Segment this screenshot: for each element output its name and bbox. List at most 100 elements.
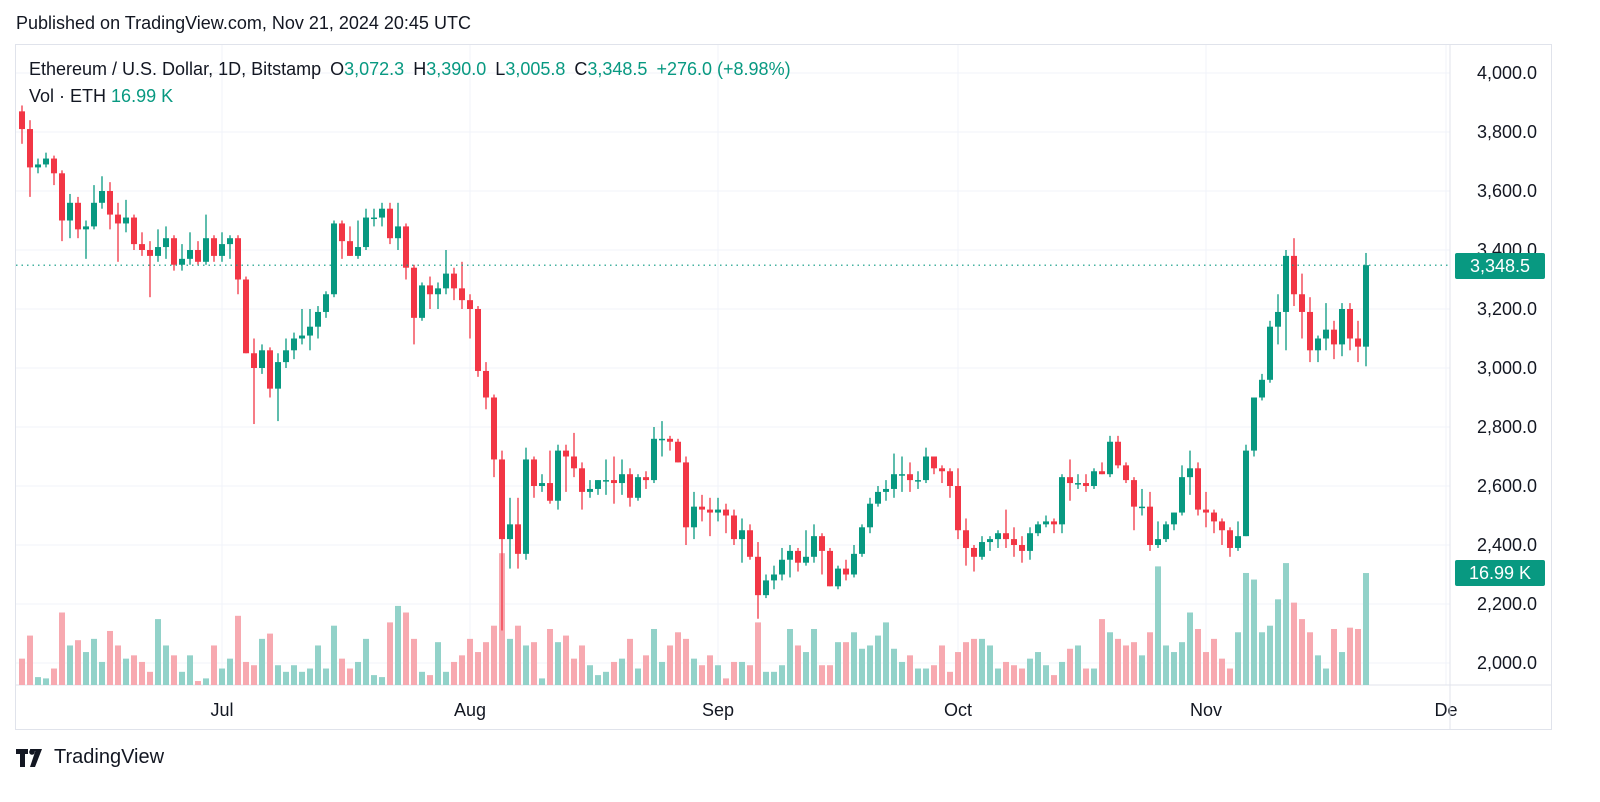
volume-bar [59, 612, 65, 685]
volume-bar [323, 668, 329, 685]
volume-bar [571, 658, 577, 685]
volume-bar [899, 661, 905, 685]
low-label: L [495, 59, 506, 79]
tradingview-logo[interactable]: TradingView [16, 746, 164, 769]
candle-body [203, 238, 209, 262]
candle-body [1067, 477, 1073, 484]
volume-bar [843, 642, 849, 685]
volume-bar [1187, 612, 1193, 685]
volume-bar [275, 665, 281, 685]
volume-bar [891, 648, 897, 685]
candle-body [1363, 265, 1369, 347]
volume-bar [1091, 668, 1097, 685]
volume-bar [123, 658, 129, 685]
symbol-title[interactable]: Ethereum / U.S. Dollar, 1D, Bitstamp [29, 59, 322, 79]
candle-body [571, 456, 577, 469]
volume-bar [851, 632, 857, 685]
volume-bar [531, 642, 537, 685]
volume-bar [299, 671, 305, 685]
volume-bar [1195, 628, 1201, 685]
candle-body [1083, 483, 1089, 486]
candle-body [299, 335, 305, 339]
volume-value: 16.99 K [111, 86, 174, 106]
candle-body [1139, 506, 1145, 509]
volume-bar [1275, 599, 1281, 685]
volume-bar [395, 605, 401, 685]
price-axis-label: 4,000.0 [1477, 63, 1537, 83]
candle-body [171, 238, 177, 265]
candle-body [947, 471, 953, 486]
candle-body [259, 350, 265, 368]
volume-bar [579, 645, 585, 685]
chart-panel[interactable] [15, 44, 1552, 730]
high-value: 3,390.0 [426, 59, 487, 79]
candle-body [771, 574, 777, 581]
volume-bar [483, 642, 489, 685]
volume-bar [387, 622, 393, 685]
volume-bar [291, 665, 297, 685]
candle-body [563, 450, 569, 457]
candle-body [747, 530, 753, 557]
volume-bar [787, 628, 793, 685]
change-value: +276.0 (+8.98%) [656, 59, 791, 79]
volume-bar [363, 638, 369, 685]
candle-body [1043, 521, 1049, 525]
candle-body [1115, 441, 1121, 466]
candle-body [323, 294, 329, 312]
volume-bar [1211, 638, 1217, 685]
volume-bar [411, 638, 417, 685]
volume-label[interactable]: Vol · ETH [29, 86, 107, 106]
volume-bar [947, 671, 953, 685]
volume-bar [667, 645, 673, 685]
candle-body [443, 273, 449, 289]
candle-body [539, 483, 545, 486]
volume-bar [627, 638, 633, 685]
volume-bar [867, 645, 873, 685]
volume-bar [1123, 645, 1129, 685]
candle-body [547, 483, 553, 501]
candle-body [979, 542, 985, 557]
candle-body [603, 480, 609, 482]
candle-body [83, 226, 89, 230]
candle-body [1355, 338, 1361, 347]
volume-bar [99, 661, 105, 685]
volume-bar [1163, 645, 1169, 685]
volume-bar [307, 668, 313, 685]
volume-bar [91, 638, 97, 685]
candle-body [1347, 309, 1353, 339]
volume-bar [1251, 579, 1257, 685]
volume-bar [139, 661, 145, 685]
candle-body [667, 438, 673, 442]
volume-bar [995, 668, 1001, 685]
volume-bar [1051, 675, 1057, 685]
candle-body [379, 208, 385, 218]
candle-body [107, 191, 113, 215]
volume-bar [1339, 652, 1345, 685]
volume-bar [659, 661, 665, 685]
high-label: H [413, 59, 427, 79]
candle-body [1251, 397, 1257, 451]
volume-bar [1011, 665, 1017, 685]
candle-body [523, 459, 529, 554]
volume-bar [1315, 655, 1321, 685]
volume-bar [555, 642, 561, 685]
price-axis-label: 2,400.0 [1477, 535, 1537, 555]
candle-body [27, 129, 33, 168]
candle-body [59, 173, 65, 221]
candle-body [147, 250, 153, 256]
volume-bar [923, 668, 929, 685]
volume-bar [155, 619, 161, 685]
volume-bar [763, 671, 769, 685]
candle-body [403, 226, 409, 268]
candle-body [1339, 309, 1345, 345]
candle-body [1331, 329, 1337, 345]
volume-bar [211, 645, 217, 685]
volume-bar [547, 628, 553, 685]
time-axis-label: Oct [944, 700, 972, 720]
candle-body [1051, 521, 1057, 525]
time-axis-label: De [1434, 700, 1457, 720]
candle-body [291, 338, 297, 351]
volume-bar [187, 655, 193, 685]
volume-bar [1227, 668, 1233, 685]
